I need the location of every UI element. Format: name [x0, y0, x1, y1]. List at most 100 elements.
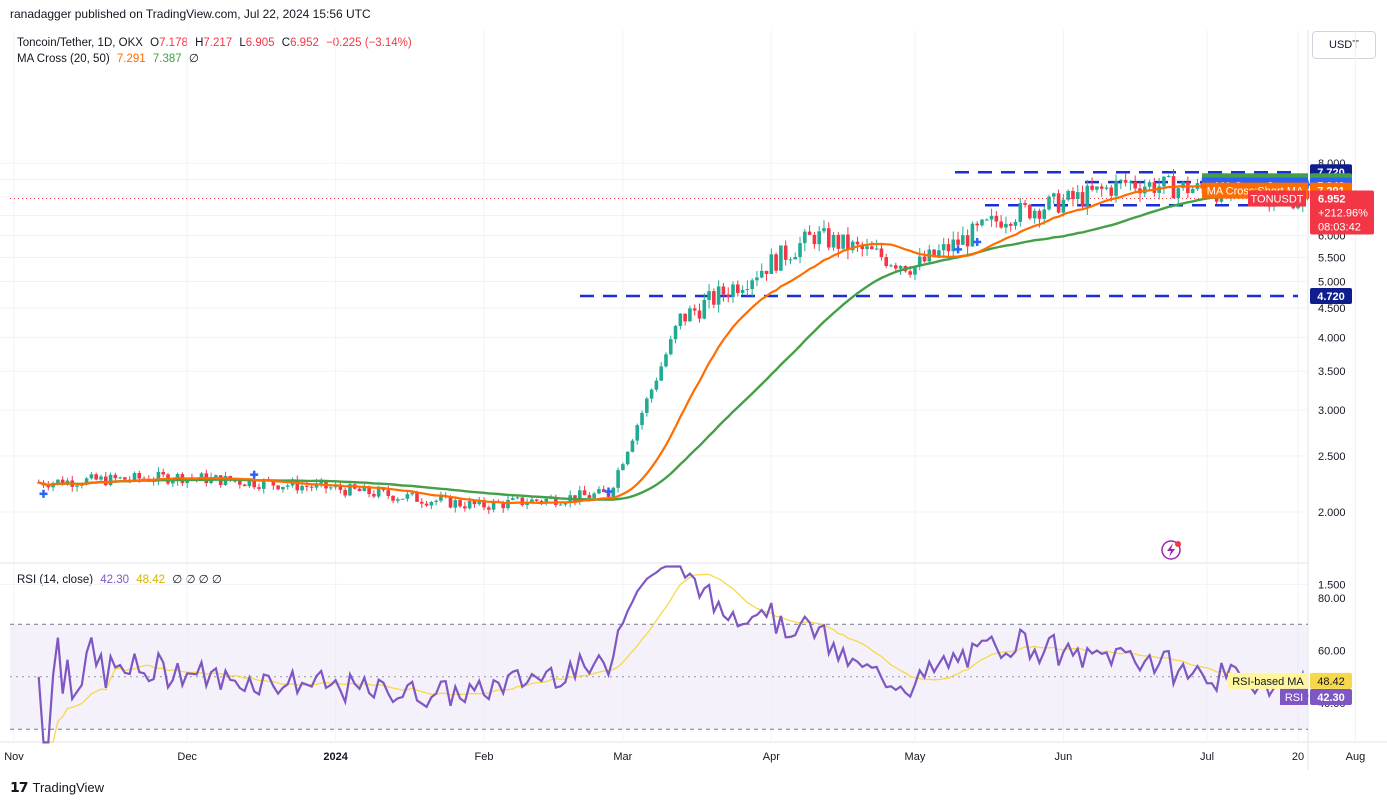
- candle-body: [731, 284, 735, 298]
- candle-body: [879, 248, 884, 258]
- candle-body: [1008, 223, 1013, 226]
- candle: [750, 278, 754, 298]
- candle: [1047, 194, 1051, 211]
- candle: [989, 208, 994, 227]
- candle-body: [697, 310, 702, 319]
- symbol-label[interactable]: Toncoin/Tether, 1D, OKX: [17, 37, 143, 49]
- rsi-extra-values: ∅ ∅ ∅ ∅: [172, 574, 222, 586]
- close-label: C: [281, 37, 291, 49]
- candle-body: [721, 286, 726, 295]
- candle-body: [534, 499, 539, 501]
- candle-body: [233, 480, 237, 482]
- candle-body: [343, 489, 347, 496]
- candle-body: [170, 480, 175, 484]
- candle-body: [391, 495, 395, 501]
- candle-body: [434, 500, 438, 503]
- tradingview-logo[interactable]: 𝟭𝟳 TradingView: [10, 779, 104, 796]
- candle-body: [1162, 176, 1166, 187]
- candle: [343, 488, 347, 498]
- candle: [831, 231, 836, 252]
- candle-body: [319, 481, 324, 484]
- rsi-legend: RSI (14, close) 42.30 48.42 ∅ ∅ ∅ ∅: [17, 572, 222, 586]
- candle-body: [913, 266, 917, 275]
- candle-body: [635, 425, 640, 441]
- time-tick-label: 2024: [323, 751, 348, 763]
- candle: [965, 229, 970, 256]
- lightning-alert-icon[interactable]: [1161, 540, 1181, 560]
- candle-body: [946, 244, 951, 252]
- candle-body: [84, 478, 89, 485]
- ma-short-line: [38, 185, 1309, 505]
- time-tick-label: May: [905, 751, 926, 763]
- open-label: O: [150, 37, 160, 49]
- candle-body: [372, 494, 376, 497]
- time-tick-label: Apr: [763, 751, 780, 763]
- candle-body: [1071, 190, 1075, 199]
- chart-legend: Toncoin/Tether, 1D, OKX O7.178 H7.217 L6…: [17, 35, 412, 67]
- lightning-icon-dot: [1175, 541, 1181, 547]
- candle: [659, 362, 663, 382]
- candle: [735, 280, 740, 297]
- rsi-ma-tag-label-bg: [1228, 672, 1308, 689]
- candle-body: [281, 486, 285, 490]
- candle: [654, 377, 659, 392]
- candle-body: [520, 497, 525, 506]
- candle: [319, 478, 324, 488]
- candle-body: [783, 245, 788, 260]
- candle: [740, 285, 745, 296]
- candle-body: [793, 256, 798, 260]
- candle: [544, 497, 549, 506]
- candle-body: [812, 234, 817, 245]
- currency-selector[interactable]: USDT: [1312, 31, 1376, 59]
- candle-body: [439, 496, 443, 501]
- candle: [1056, 189, 1061, 214]
- candle: [879, 244, 884, 261]
- ma-indicator-label[interactable]: MA Cross (20, 50): [17, 53, 110, 65]
- candle-body: [884, 257, 889, 266]
- price-tick-label: 5.500: [1318, 253, 1346, 265]
- candle-body: [60, 479, 65, 485]
- candle-body: [214, 475, 218, 477]
- candle-body: [1032, 210, 1037, 219]
- candle-body: [156, 471, 161, 481]
- candle-body: [161, 471, 166, 475]
- candle: [625, 451, 630, 466]
- candle: [434, 499, 438, 506]
- candle-body: [429, 502, 434, 506]
- candle-body: [118, 477, 122, 479]
- time-tick-label: Mar: [613, 751, 632, 763]
- candle: [697, 303, 702, 323]
- candle-body: [874, 248, 879, 250]
- candle-body: [640, 412, 644, 426]
- candle-body: [295, 480, 300, 491]
- level-tag-text: 4.720: [1317, 291, 1345, 303]
- candle-body: [807, 231, 812, 235]
- candle: [391, 495, 395, 504]
- candle: [951, 231, 956, 258]
- candle-body: [1114, 181, 1118, 196]
- candle: [673, 325, 678, 344]
- candle: [941, 237, 946, 259]
- candle-body: [376, 488, 381, 497]
- candle: [324, 480, 328, 494]
- candle: [1008, 222, 1013, 232]
- candle: [487, 505, 491, 514]
- candle: [850, 239, 855, 254]
- candle-body: [1152, 182, 1157, 193]
- candle-body: [798, 243, 802, 257]
- candle: [1195, 178, 1200, 192]
- candle-body: [396, 499, 400, 501]
- candle-body: [735, 284, 740, 293]
- candle-body: [587, 495, 592, 498]
- candle: [764, 270, 769, 281]
- candle: [99, 474, 103, 482]
- rsi-indicator-label[interactable]: RSI (14, close): [17, 574, 94, 586]
- low-label: L: [239, 37, 246, 49]
- candle: [601, 485, 606, 493]
- candle: [453, 497, 458, 513]
- candle-body: [745, 289, 750, 291]
- candle-body: [1109, 187, 1114, 196]
- candle-body: [103, 476, 108, 486]
- candle-body: [1056, 193, 1061, 213]
